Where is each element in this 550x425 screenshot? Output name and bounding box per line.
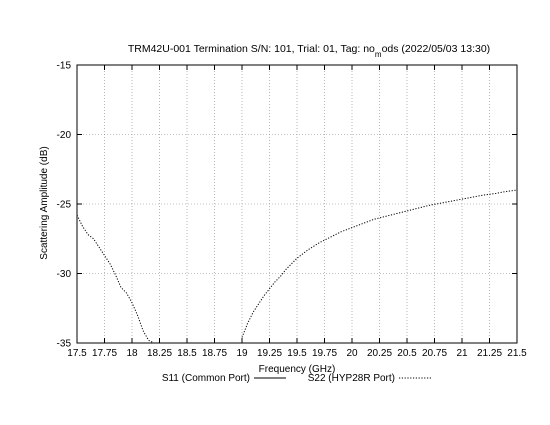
x-tick-label: 19.75 <box>312 348 337 359</box>
x-tick-label: 19 <box>236 348 248 359</box>
y-tick-label: -35 <box>57 339 72 350</box>
y-axis-label: Scattering Amplitude (dB) <box>39 146 50 259</box>
x-axis-label: Frequency (GHz) <box>259 364 336 375</box>
legend: S11 (Common Port) S22 (HYP28R Port) <box>162 373 431 384</box>
x-tick-label: 21 <box>456 348 468 359</box>
x-tick-label: 18.5 <box>177 348 197 359</box>
chart-title: TRM42U-001 Termination S/N: 101, Trial: … <box>128 43 490 59</box>
legend-label-s11: S11 (Common Port) <box>162 373 250 384</box>
series-line-1 <box>76 189 518 344</box>
x-tick-label: 17.5 <box>67 348 87 359</box>
x-tick-label: 19.25 <box>257 348 282 359</box>
x-tick-label: 18.25 <box>147 348 172 359</box>
y-tick-label: -25 <box>57 200 72 211</box>
x-tick-label: 18.75 <box>202 348 227 359</box>
x-tick-label: 21.25 <box>477 348 502 359</box>
x-tick-label: 19.5 <box>287 348 307 359</box>
x-tick-label: 20.5 <box>397 348 417 359</box>
y-tick-label: -30 <box>57 269 72 280</box>
y-tick-label: -20 <box>57 130 72 141</box>
x-tick-label: 18 <box>126 348 138 359</box>
x-tick-label: 20.75 <box>422 348 447 359</box>
ticks: 17.5 17.75 18 18.25 18.5 18.75 19 19.25 19.5 19.7… <box>57 61 528 360</box>
x-tick-label: 20.25 <box>367 348 392 359</box>
series-layer <box>76 189 518 344</box>
x-tick-label: 17.75 <box>92 348 117 359</box>
x-tick-label: 21.5 <box>507 348 527 359</box>
grid <box>77 65 517 343</box>
y-tick-label: -15 <box>57 61 72 72</box>
x-tick-label: 20 <box>346 348 358 359</box>
legend-label-s22: S22 (HYP28R Port) <box>308 373 395 384</box>
